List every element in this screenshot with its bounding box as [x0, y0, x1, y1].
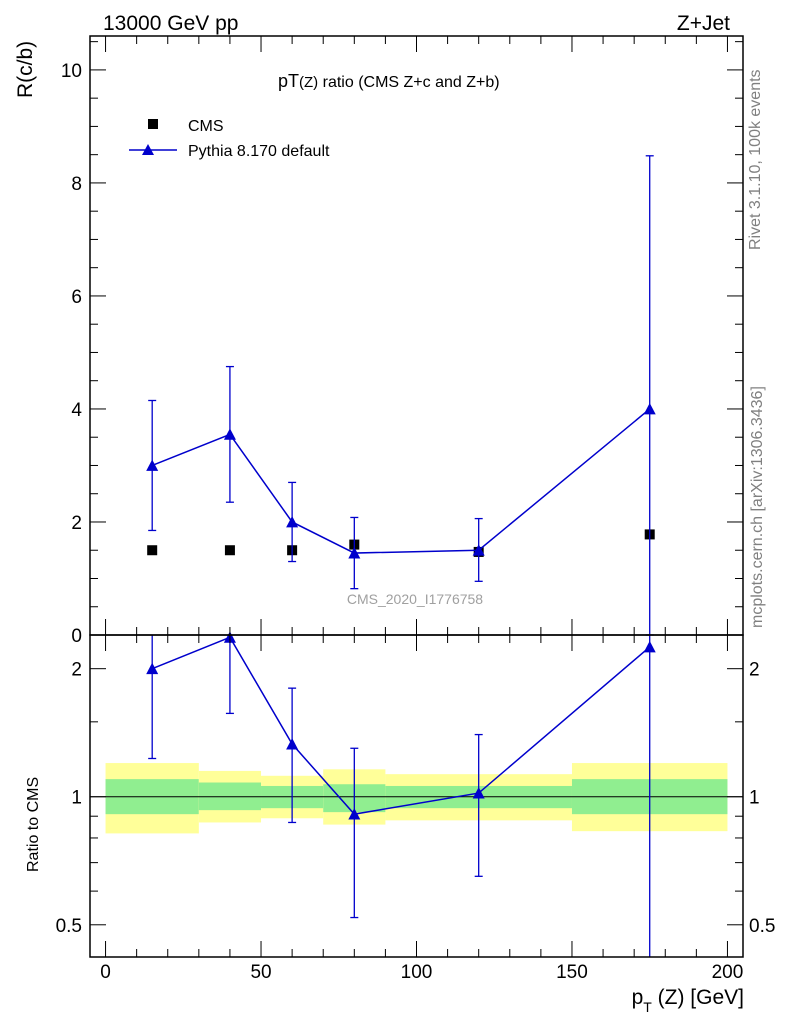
x-tick-label-0: 0: [100, 962, 111, 983]
cms-point-1: [224, 545, 235, 556]
legend-mc-label: Pythia 8.170 default: [188, 143, 330, 160]
mc-main-point-3: [348, 547, 361, 559]
analysis-watermark: CMS_2020_I1776758: [347, 591, 483, 607]
mc-ratio-point-3: [348, 808, 361, 820]
plot-title: pT(Z) ratio (CMS Z+c and Z+b): [278, 71, 500, 91]
mc-ratio-point-5: [643, 640, 656, 653]
top-y-tick-label-0: 0: [71, 626, 82, 647]
legend-cms-marker: [148, 119, 158, 129]
mc-main-point-5: [643, 402, 656, 415]
top-y-axis-label: R(c/b): [14, 41, 37, 98]
plot-title-suffix: ratio (CMS Z+c and Z+b): [318, 74, 499, 91]
mc-ratio-point-4: [472, 787, 485, 799]
bottom-y-tick-label-left-1: 1: [71, 788, 82, 809]
bottom-y-tick-label-right-1: 1: [749, 788, 760, 809]
bottom-y-tick-label-right-0: 0.5: [749, 916, 775, 937]
rivet-version-label: Rivet 3.1.10, 100k events: [747, 69, 764, 250]
x-axis-label: pT (Z) [GeV]: [632, 986, 744, 1015]
mc-main-point-0: [146, 459, 159, 471]
ratio-series: [146, 631, 656, 957]
mc-main-point-4: [472, 544, 485, 556]
main-series: [146, 155, 656, 636]
x-axis-label-rest: (Z) [GeV]: [652, 986, 744, 1009]
bottom-y-axis-label: Ratio to CMS: [25, 777, 42, 872]
ratio-uncertainty-bands: [105, 763, 728, 834]
x-tick-label-2: 100: [401, 962, 433, 983]
mc-main-point-1: [223, 428, 236, 440]
axes: 0 2 4 6 8 10 0.5 0.5 1 1 2 2 0 50 100 150 200: [56, 35, 775, 983]
x-tick-label-4: 200: [712, 962, 744, 983]
cms-point-0: [147, 545, 158, 556]
top-y-tick-label-3: 6: [71, 287, 82, 308]
process-label: Z+Jet: [677, 12, 730, 35]
mc-ratio-point-0: [146, 662, 159, 675]
mc-ratio-line: [151, 636, 651, 815]
bottom-y-tick-label-left-2: 2: [71, 660, 82, 681]
top-y-tick-label-4: 8: [71, 174, 82, 195]
bottom-y-tick-label-left-0: 0.5: [56, 916, 82, 937]
top-y-tick-label-1: 2: [71, 513, 82, 534]
energy-label: 13000 GeV pp: [103, 12, 238, 35]
top-y-tick-label-2: 4: [71, 400, 82, 421]
plot-title-sub: (Z): [299, 74, 318, 91]
mc-main-line: [151, 408, 651, 554]
legend-mc-marker: [142, 144, 154, 155]
bottom-y-tick-label-right-2: 2: [749, 660, 760, 681]
x-tick-label-1: 50: [250, 962, 271, 983]
legend-cms-label: CMS: [188, 118, 224, 135]
x-axis-label-sub: T: [643, 999, 652, 1015]
x-axis-label-main: p: [632, 986, 644, 1009]
x-tick-label-3: 150: [556, 962, 588, 983]
mc-ratio-point-2: [286, 738, 299, 750]
mc-main-point-2: [286, 515, 299, 528]
mcplots-label: mcplots.cern.ch [arXiv:1306.3436]: [749, 386, 766, 628]
top-y-tick-label-5: 10: [61, 61, 82, 82]
plot-title-prefix: pT: [278, 71, 299, 91]
